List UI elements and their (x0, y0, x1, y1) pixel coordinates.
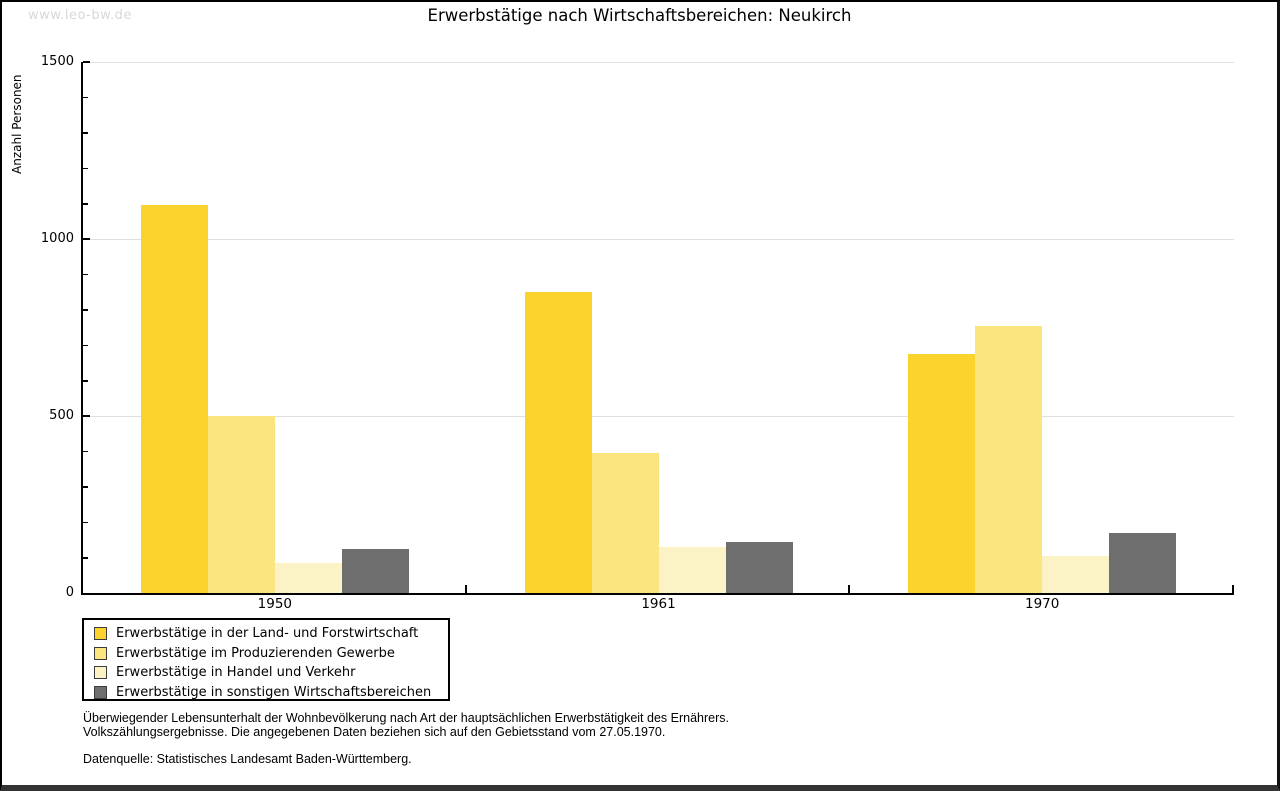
bar-1961-series-2 (591, 453, 659, 593)
y-axis-tick (83, 132, 88, 134)
bar-1950-series-3 (274, 562, 342, 593)
y-axis-tick (83, 273, 88, 276)
x-axis-category-label: 1950 (257, 596, 293, 612)
legend-item-1: Erwerbstätige in der Land- und Forstwirt… (94, 624, 448, 644)
legend-swatch (94, 646, 107, 660)
legend-item-3: Erwerbstätige in Handel und Verkehr (94, 663, 448, 683)
gridline (83, 238, 1234, 240)
y-axis-tick (83, 557, 88, 559)
bar-1970-series-1 (908, 354, 976, 593)
y-axis-tick (83, 96, 88, 99)
legend: Erwerbstätige in der Land- und Forstwirt… (82, 618, 450, 701)
legend-swatch (94, 685, 107, 699)
x-axis-category-label: 1970 (1024, 596, 1060, 612)
bar-1961-series-4 (725, 541, 793, 593)
legend-item-4: Erwerbstätige in sonstigen Wirtschaftsbe… (94, 683, 448, 703)
bar-1970-series-4 (1109, 532, 1177, 593)
legend-item-2: Erwerbstätige im Produzierenden Gewerbe (94, 644, 448, 664)
y-tick-label: 0 (65, 585, 74, 600)
y-axis-tick (83, 238, 90, 240)
y-axis-tick (83, 521, 88, 524)
y-axis-label: Anzahl Personen (10, 74, 24, 174)
footnote-line-2: Volkszählungsergebnisse. Die angegebenen… (83, 724, 666, 739)
legend-swatch (94, 666, 107, 680)
x-axis-category-label: 1961 (641, 596, 676, 612)
y-axis-tick (83, 450, 88, 453)
y-axis-tick (83, 167, 88, 170)
bar-1970-series-3 (1042, 555, 1110, 593)
y-tick-label: 500 (49, 408, 74, 423)
y-axis-tick (83, 415, 90, 417)
legend-label: Erwerbstätige in Handel und Verkehr (116, 665, 356, 681)
y-axis-tick (83, 380, 88, 382)
footnote: Überwiegender Lebensunterhalt der Wohnbe… (83, 711, 729, 767)
x-axis-tick (848, 585, 851, 593)
y-axis-tick (83, 61, 90, 63)
data-source: Datenquelle: Statistisches Landesamt Bad… (83, 752, 412, 766)
bar-1950-series-2 (207, 416, 275, 593)
plot-area (81, 61, 1234, 595)
gridline (83, 61, 1234, 63)
y-axis-tick (83, 309, 88, 311)
watermark: www.leo-bw.de (28, 8, 132, 23)
bar-1961-series-1 (524, 292, 592, 593)
x-axis-tick (464, 585, 467, 593)
y-tick-label: 1000 (40, 231, 74, 246)
chart-title: Erwerbstätige nach Wirtschaftsbereichen:… (427, 6, 852, 25)
legend-label: Erwerbstätige in der Land- und Forstwirt… (116, 626, 419, 642)
bar-1970-series-2 (975, 325, 1043, 593)
legend-label: Erwerbstätige im Produzierenden Gewerbe (116, 645, 395, 661)
bar-1950-series-1 (140, 205, 208, 593)
legend-swatch (94, 627, 107, 641)
bar-1961-series-3 (658, 546, 726, 593)
y-tick-label: 1500 (40, 54, 74, 69)
bar-1950-series-4 (341, 548, 409, 593)
y-axis-tick (83, 344, 88, 347)
y-axis-tick (83, 486, 88, 488)
gridline (83, 415, 1234, 417)
x-axis-tick (1232, 585, 1234, 593)
y-axis-tick (83, 203, 88, 205)
footnote-line-1: Überwiegender Lebensunterhalt der Wohnbe… (83, 711, 729, 725)
legend-label: Erwerbstätige in sonstigen Wirtschaftsbe… (116, 684, 432, 700)
